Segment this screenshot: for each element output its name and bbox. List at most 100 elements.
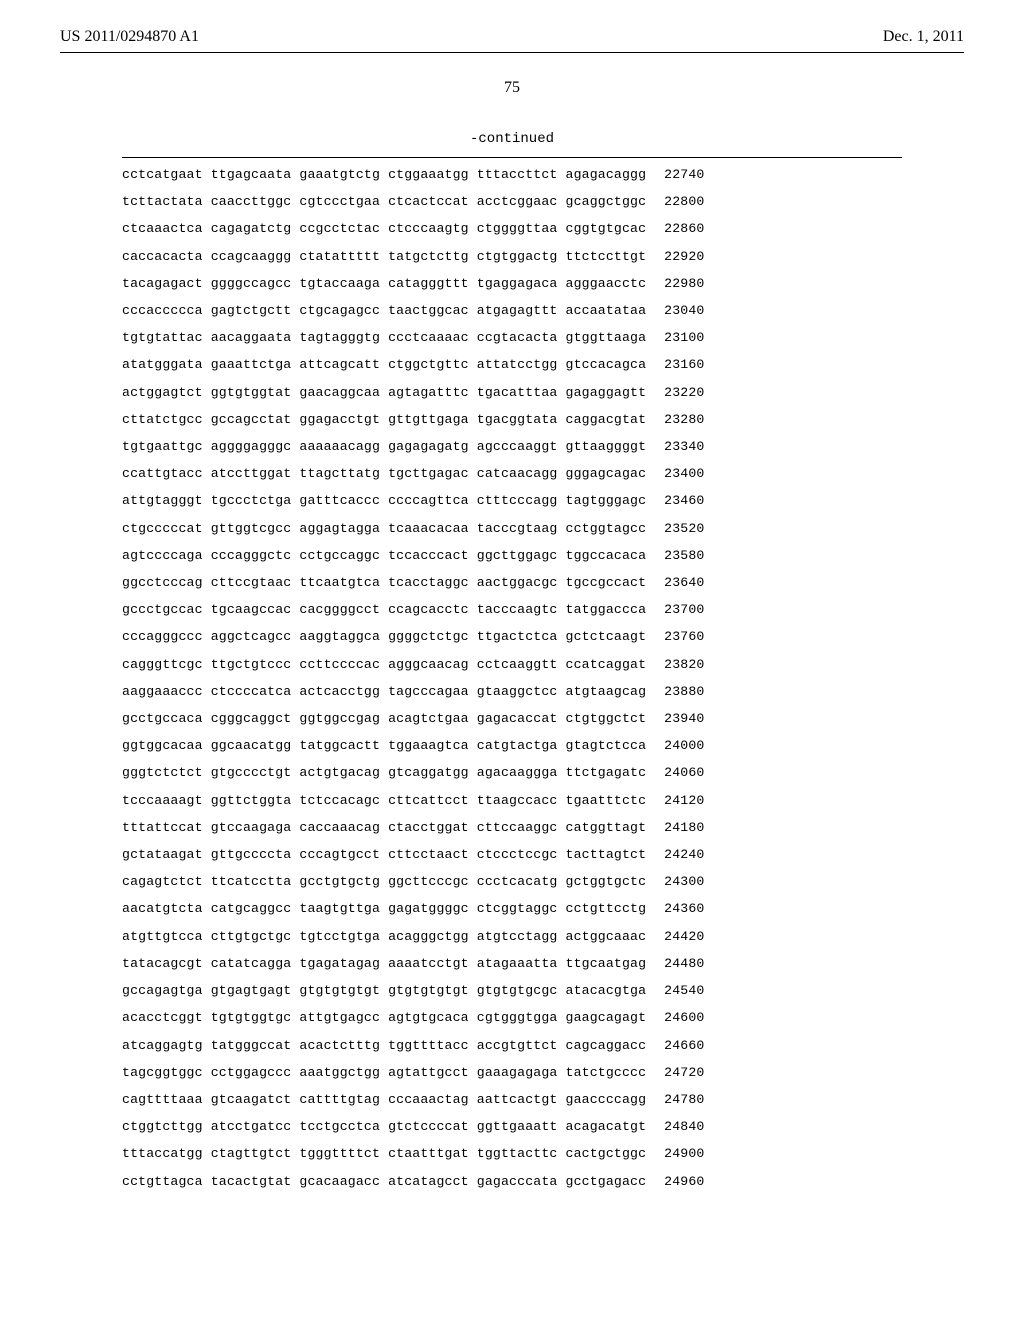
- sequence-text: tgtgaattgc aggggagggc aaaaaacagg gagagag…: [122, 440, 646, 453]
- sequence-index: 24660: [646, 1039, 704, 1052]
- sequence-text: aacatgtcta catgcaggcc taagtgttga gagatgg…: [122, 902, 646, 915]
- sequence-row: agtccccaga cccagggctc cctgccaggc tccaccc…: [122, 542, 902, 569]
- sequence-index: 23760: [646, 630, 704, 643]
- sequence-text: cagagtctct ttcatcctta gcctgtgctg ggcttcc…: [122, 875, 646, 888]
- sequence-row: tgtgaattgc aggggagggc aaaaaacagg gagagag…: [122, 433, 902, 460]
- sequence-row: ggcctcccag cttccgtaac ttcaatgtca tcaccta…: [122, 569, 902, 596]
- sequence-text: tttaccatgg ctagttgtct tgggttttct ctaattt…: [122, 1147, 646, 1160]
- header-row: US 2011/0294870 A1 Dec. 1, 2011: [60, 28, 964, 46]
- sequence-text: gggtctctct gtgcccctgt actgtgacag gtcagga…: [122, 766, 646, 779]
- sequence-row: tacagagact ggggccagcc tgtaccaaga cataggg…: [122, 270, 902, 297]
- sequence-text: ggcctcccag cttccgtaac ttcaatgtca tcaccta…: [122, 576, 646, 589]
- sequence-text: ctggtcttgg atcctgatcc tcctgcctca gtctccc…: [122, 1120, 646, 1133]
- sequence-row: ctcaaactca cagagatctg ccgcctctac ctcccaa…: [122, 215, 902, 242]
- sequence-index: 23040: [646, 304, 704, 317]
- sequence-index: 24540: [646, 984, 704, 997]
- sequence-row: tcttactata caaccttggc cgtccctgaa ctcactc…: [122, 188, 902, 215]
- sequence-text: gccctgccac tgcaagccac cacggggcct ccagcac…: [122, 603, 646, 616]
- sequence-text: gcctgccaca cgggcaggct ggtggccgag acagtct…: [122, 712, 646, 725]
- sequence-row: atatgggata gaaattctga attcagcatt ctggctg…: [122, 351, 902, 378]
- sequence-index: 23700: [646, 603, 704, 616]
- sequence-index: 24840: [646, 1120, 704, 1133]
- sequence-row: cctcatgaat ttgagcaata gaaatgtctg ctggaaa…: [122, 161, 902, 188]
- sequence-row: atcaggagtg tatgggccat acactctttg tggtttt…: [122, 1032, 902, 1059]
- sequence-text: cttatctgcc gccagcctat ggagacctgt gttgttg…: [122, 413, 646, 426]
- sequence-text: tacagagact ggggccagcc tgtaccaaga cataggg…: [122, 277, 646, 290]
- sequence-row: ggtggcacaa ggcaacatgg tatggcactt tggaaag…: [122, 732, 902, 759]
- sequence-row: tttaccatgg ctagttgtct tgggttttct ctaattt…: [122, 1140, 902, 1167]
- sequence-row: gccctgccac tgcaagccac cacggggcct ccagcac…: [122, 596, 902, 623]
- sequence-index: 24780: [646, 1093, 704, 1106]
- sequence-row: atgttgtcca cttgtgctgc tgtcctgtga acagggc…: [122, 923, 902, 950]
- sequence-index: 24000: [646, 739, 704, 752]
- sequence-row: aaggaaaccc ctccccatca actcacctgg tagccca…: [122, 678, 902, 705]
- sequence-block: cctcatgaat ttgagcaata gaaatgtctg ctggaaa…: [122, 161, 902, 1195]
- sequence-text: tttattccat gtccaagaga caccaaacag ctacctg…: [122, 821, 646, 834]
- sequence-text: tgtgtattac aacaggaata tagtagggtg ccctcaa…: [122, 331, 646, 344]
- sequence-index: 22800: [646, 195, 704, 208]
- sequence-index: 23640: [646, 576, 704, 589]
- sequence-row: gcctgccaca cgggcaggct ggtggccgag acagtct…: [122, 705, 902, 732]
- sequence-text: caccacacta ccagcaaggg ctatattttt tatgctc…: [122, 250, 646, 263]
- sequence-row: tgtgtattac aacaggaata tagtagggtg ccctcaa…: [122, 324, 902, 351]
- sequence-text: cagttttaaa gtcaagatct cattttgtag cccaaac…: [122, 1093, 646, 1106]
- sequence-text: cctcatgaat ttgagcaata gaaatgtctg ctggaaa…: [122, 168, 646, 181]
- sequence-index: 24360: [646, 902, 704, 915]
- publication-number: US 2011/0294870 A1: [60, 28, 199, 46]
- sequence-text: gctataagat gttgccccta cccagtgcct cttccta…: [122, 848, 646, 861]
- sequence-index: 23820: [646, 658, 704, 671]
- sequence-text: atatgggata gaaattctga attcagcatt ctggctg…: [122, 358, 646, 371]
- sequence-text: ggtggcacaa ggcaacatgg tatggcactt tggaaag…: [122, 739, 646, 752]
- continued-label: -continued: [0, 131, 1024, 147]
- header-rule: [60, 52, 964, 53]
- sequence-row: gctataagat gttgccccta cccagtgcct cttccta…: [122, 841, 902, 868]
- sequence-index: 23100: [646, 331, 704, 344]
- sequence-index: 23940: [646, 712, 704, 725]
- sequence-index: 22860: [646, 222, 704, 235]
- sequence-index: 23340: [646, 440, 704, 453]
- sequence-text: tagcggtggc cctggagccc aaatggctgg agtattg…: [122, 1066, 646, 1079]
- sequence-row: tagcggtggc cctggagccc aaatggctgg agtattg…: [122, 1059, 902, 1086]
- sequence-index: 23580: [646, 549, 704, 562]
- sequence-row: acacctcggt tgtgtggtgc attgtgagcc agtgtgc…: [122, 1004, 902, 1031]
- sequence-text: agtccccaga cccagggctc cctgccaggc tccaccc…: [122, 549, 646, 562]
- sequence-row: gggtctctct gtgcccctgt actgtgacag gtcagga…: [122, 759, 902, 786]
- sequence-index: 24240: [646, 848, 704, 861]
- sequence-row: ccattgtacc atccttggat ttagcttatg tgcttga…: [122, 460, 902, 487]
- sequence-row: aacatgtcta catgcaggcc taagtgttga gagatgg…: [122, 895, 902, 922]
- sequence-index: 23280: [646, 413, 704, 426]
- sequence-index: 22740: [646, 168, 704, 181]
- sequence-row: cagggttcgc ttgctgtccc ccttccccac agggcaa…: [122, 651, 902, 678]
- sequence-row: attgtagggt tgccctctga gatttcaccc ccccagt…: [122, 487, 902, 514]
- sequence-text: cagggttcgc ttgctgtccc ccttccccac agggcaa…: [122, 658, 646, 671]
- sequence-text: actggagtct ggtgtggtat gaacaggcaa agtagat…: [122, 386, 646, 399]
- sequence-text: tatacagcgt catatcagga tgagatagag aaaatcc…: [122, 957, 646, 970]
- sequence-text: ccattgtacc atccttggat ttagcttatg tgcttga…: [122, 467, 646, 480]
- sequence-index: 24900: [646, 1147, 704, 1160]
- sequence-row: cccaccccca gagtctgctt ctgcagagcc taactgg…: [122, 297, 902, 324]
- sequence-text: attgtagggt tgccctctga gatttcaccc ccccagt…: [122, 494, 646, 507]
- sequence-index: 23220: [646, 386, 704, 399]
- sequence-row: tttattccat gtccaagaga caccaaacag ctacctg…: [122, 814, 902, 841]
- sequence-row: cccagggccc aggctcagcc aaggtaggca ggggctc…: [122, 623, 902, 650]
- page-header: US 2011/0294870 A1 Dec. 1, 2011: [0, 0, 1024, 53]
- sequence-index: 24300: [646, 875, 704, 888]
- sequence-text: ctcaaactca cagagatctg ccgcctctac ctcccaa…: [122, 222, 646, 235]
- sequence-index: 24420: [646, 930, 704, 943]
- sequence-row: tatacagcgt catatcagga tgagatagag aaaatcc…: [122, 950, 902, 977]
- sequence-row: cctgttagca tacactgtat gcacaagacc atcatag…: [122, 1168, 902, 1195]
- sequence-text: cccaccccca gagtctgctt ctgcagagcc taactgg…: [122, 304, 646, 317]
- sequence-index: 22920: [646, 250, 704, 263]
- sequence-index: 24480: [646, 957, 704, 970]
- sequence-row: tcccaaaagt ggttctggta tctccacagc cttcatt…: [122, 787, 902, 814]
- sequence-index: 23160: [646, 358, 704, 371]
- sequence-text: aaggaaaccc ctccccatca actcacctgg tagccca…: [122, 685, 646, 698]
- sequence-row: cagttttaaa gtcaagatct cattttgtag cccaaac…: [122, 1086, 902, 1113]
- sequence-row: cagagtctct ttcatcctta gcctgtgctg ggcttcc…: [122, 868, 902, 895]
- sequence-row: ctgcccccat gttggtcgcc aggagtagga tcaaaca…: [122, 515, 902, 542]
- publication-date: Dec. 1, 2011: [883, 28, 964, 46]
- sequence-index: 23460: [646, 494, 704, 507]
- sequence-text: cctgttagca tacactgtat gcacaagacc atcatag…: [122, 1175, 646, 1188]
- sequence-row: gccagagtga gtgagtgagt gtgtgtgtgt gtgtgtg…: [122, 977, 902, 1004]
- sequence-row: actggagtct ggtgtggtat gaacaggcaa agtagat…: [122, 379, 902, 406]
